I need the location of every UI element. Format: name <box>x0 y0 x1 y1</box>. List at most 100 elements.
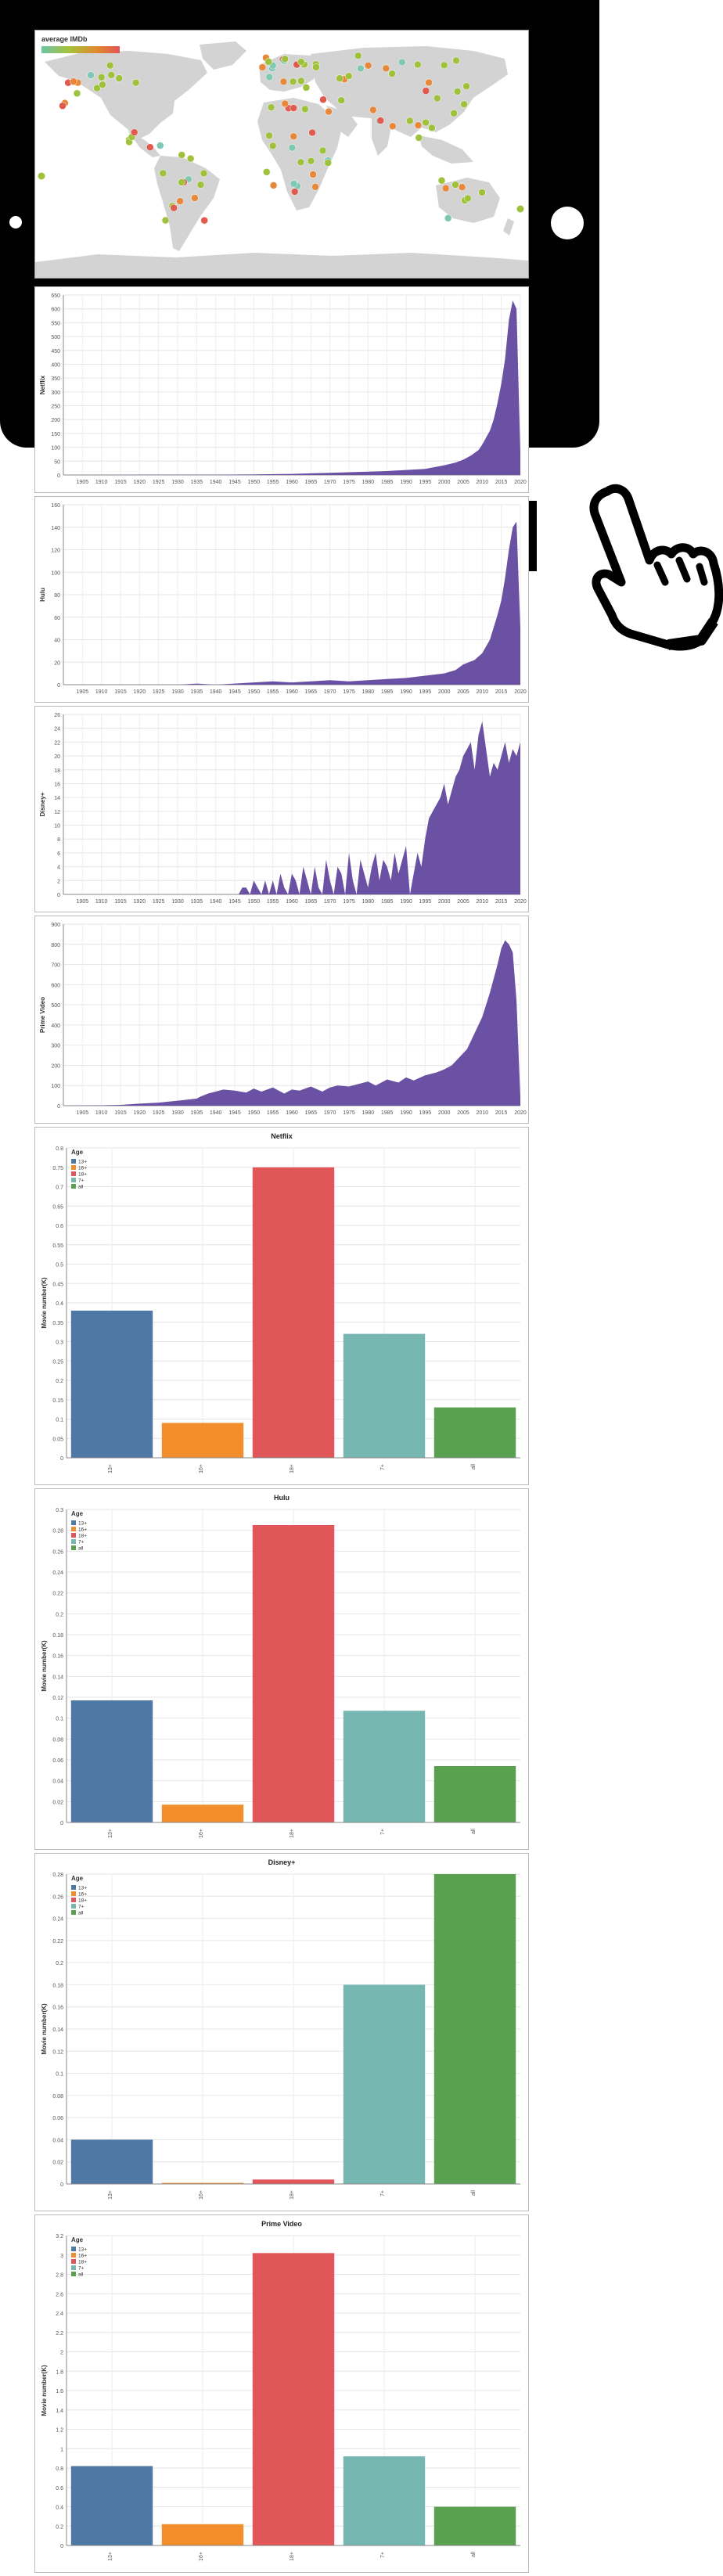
country-dot[interactable] <box>364 61 372 70</box>
country-dot[interactable] <box>290 180 298 188</box>
country-dot[interactable] <box>406 117 414 125</box>
country-dot[interactable] <box>38 172 45 180</box>
country-dot[interactable] <box>115 74 124 82</box>
country-dot[interactable] <box>451 181 459 189</box>
bar[interactable] <box>433 1874 516 2184</box>
country-dot[interactable] <box>478 189 486 196</box>
country-dot[interactable] <box>312 63 320 71</box>
country-dot[interactable] <box>428 124 436 132</box>
country-dot[interactable] <box>422 118 430 127</box>
country-dot[interactable] <box>93 84 101 92</box>
country-dot[interactable] <box>460 100 468 108</box>
country-dot[interactable] <box>382 64 390 73</box>
country-dot[interactable] <box>337 96 345 104</box>
country-dot[interactable] <box>176 197 184 205</box>
country-dot[interactable] <box>281 99 290 108</box>
bar[interactable] <box>70 1310 153 1458</box>
area-series[interactable] <box>63 721 520 894</box>
country-dot[interactable] <box>437 176 446 185</box>
country-dot[interactable] <box>267 103 275 111</box>
country-dot[interactable] <box>59 102 67 110</box>
bar[interactable] <box>343 2456 426 2545</box>
country-dot[interactable] <box>178 151 185 159</box>
bar[interactable] <box>433 2506 516 2546</box>
bar[interactable] <box>433 1766 516 1822</box>
country-dot[interactable] <box>268 142 277 150</box>
bar[interactable] <box>343 1984 426 2184</box>
country-dot[interactable] <box>290 104 297 112</box>
country-dot[interactable] <box>262 168 271 176</box>
country-dot[interactable] <box>170 203 178 212</box>
country-dot[interactable] <box>302 84 311 92</box>
country-dot[interactable] <box>415 134 423 142</box>
bar[interactable] <box>252 1525 335 1822</box>
bar[interactable] <box>433 1407 516 1458</box>
country-dot[interactable] <box>130 128 138 136</box>
country-dot[interactable] <box>178 178 185 186</box>
country-dot[interactable] <box>146 143 154 151</box>
country-dot[interactable] <box>289 77 297 86</box>
country-dot[interactable] <box>269 182 278 189</box>
country-dot[interactable] <box>319 95 327 104</box>
country-dot[interactable] <box>196 181 205 189</box>
country-dot[interactable] <box>376 117 385 124</box>
area-series[interactable] <box>63 521 520 685</box>
country-dot[interactable] <box>279 77 288 86</box>
bar[interactable] <box>161 1423 244 1458</box>
area-series[interactable] <box>63 940 520 1106</box>
area-series[interactable] <box>63 300 520 475</box>
bar[interactable] <box>252 1167 335 1459</box>
country-dot[interactable] <box>297 58 305 66</box>
country-dot[interactable] <box>308 128 316 137</box>
country-dot[interactable] <box>264 58 272 66</box>
bar[interactable] <box>70 1700 153 1822</box>
bar[interactable] <box>161 2182 244 2184</box>
country-dot[interactable] <box>87 71 95 79</box>
country-dot[interactable] <box>388 70 396 77</box>
country-dot[interactable] <box>288 143 297 152</box>
country-dot[interactable] <box>516 205 524 213</box>
country-dot[interactable] <box>462 82 470 90</box>
country-dot[interactable] <box>458 183 466 191</box>
country-dot[interactable] <box>301 105 309 113</box>
country-dot[interactable] <box>107 71 115 79</box>
country-dot[interactable] <box>318 146 327 155</box>
bar[interactable] <box>343 1711 426 1822</box>
country-dot[interactable] <box>344 72 353 80</box>
bar[interactable] <box>252 2253 335 2545</box>
country-dot[interactable] <box>354 52 362 59</box>
country-dot[interactable] <box>297 158 305 167</box>
home-button[interactable] <box>551 207 584 239</box>
country-dot[interactable] <box>369 106 377 114</box>
country-dot[interactable] <box>336 74 344 82</box>
bar[interactable] <box>252 2179 335 2184</box>
country-dot[interactable] <box>159 169 167 178</box>
country-dot[interactable] <box>324 159 332 167</box>
country-dot[interactable] <box>70 77 77 85</box>
country-dot[interactable] <box>99 81 106 88</box>
country-dot[interactable] <box>290 132 297 141</box>
country-dot[interactable] <box>311 183 319 191</box>
country-dot[interactable] <box>290 188 299 196</box>
country-dot[interactable] <box>186 154 195 163</box>
bar[interactable] <box>161 1804 244 1822</box>
country-dot[interactable] <box>464 194 472 203</box>
country-dot[interactable] <box>441 184 450 192</box>
country-dot[interactable] <box>297 77 305 85</box>
country-dot[interactable] <box>425 78 433 87</box>
country-dot[interactable] <box>389 122 397 131</box>
country-dot[interactable] <box>258 63 267 71</box>
country-dot[interactable] <box>191 194 199 202</box>
country-dot[interactable] <box>450 110 458 117</box>
bar[interactable] <box>161 2524 244 2545</box>
country-dot[interactable] <box>265 131 273 140</box>
country-dot[interactable] <box>156 142 164 149</box>
country-dot[interactable] <box>265 73 274 81</box>
country-dot[interactable] <box>453 88 462 95</box>
country-dot[interactable] <box>325 107 333 116</box>
country-dot[interactable] <box>440 61 448 70</box>
country-dot[interactable] <box>97 74 106 81</box>
bar[interactable] <box>70 2139 153 2184</box>
country-dot[interactable] <box>200 216 208 225</box>
country-dot[interactable] <box>357 64 365 73</box>
